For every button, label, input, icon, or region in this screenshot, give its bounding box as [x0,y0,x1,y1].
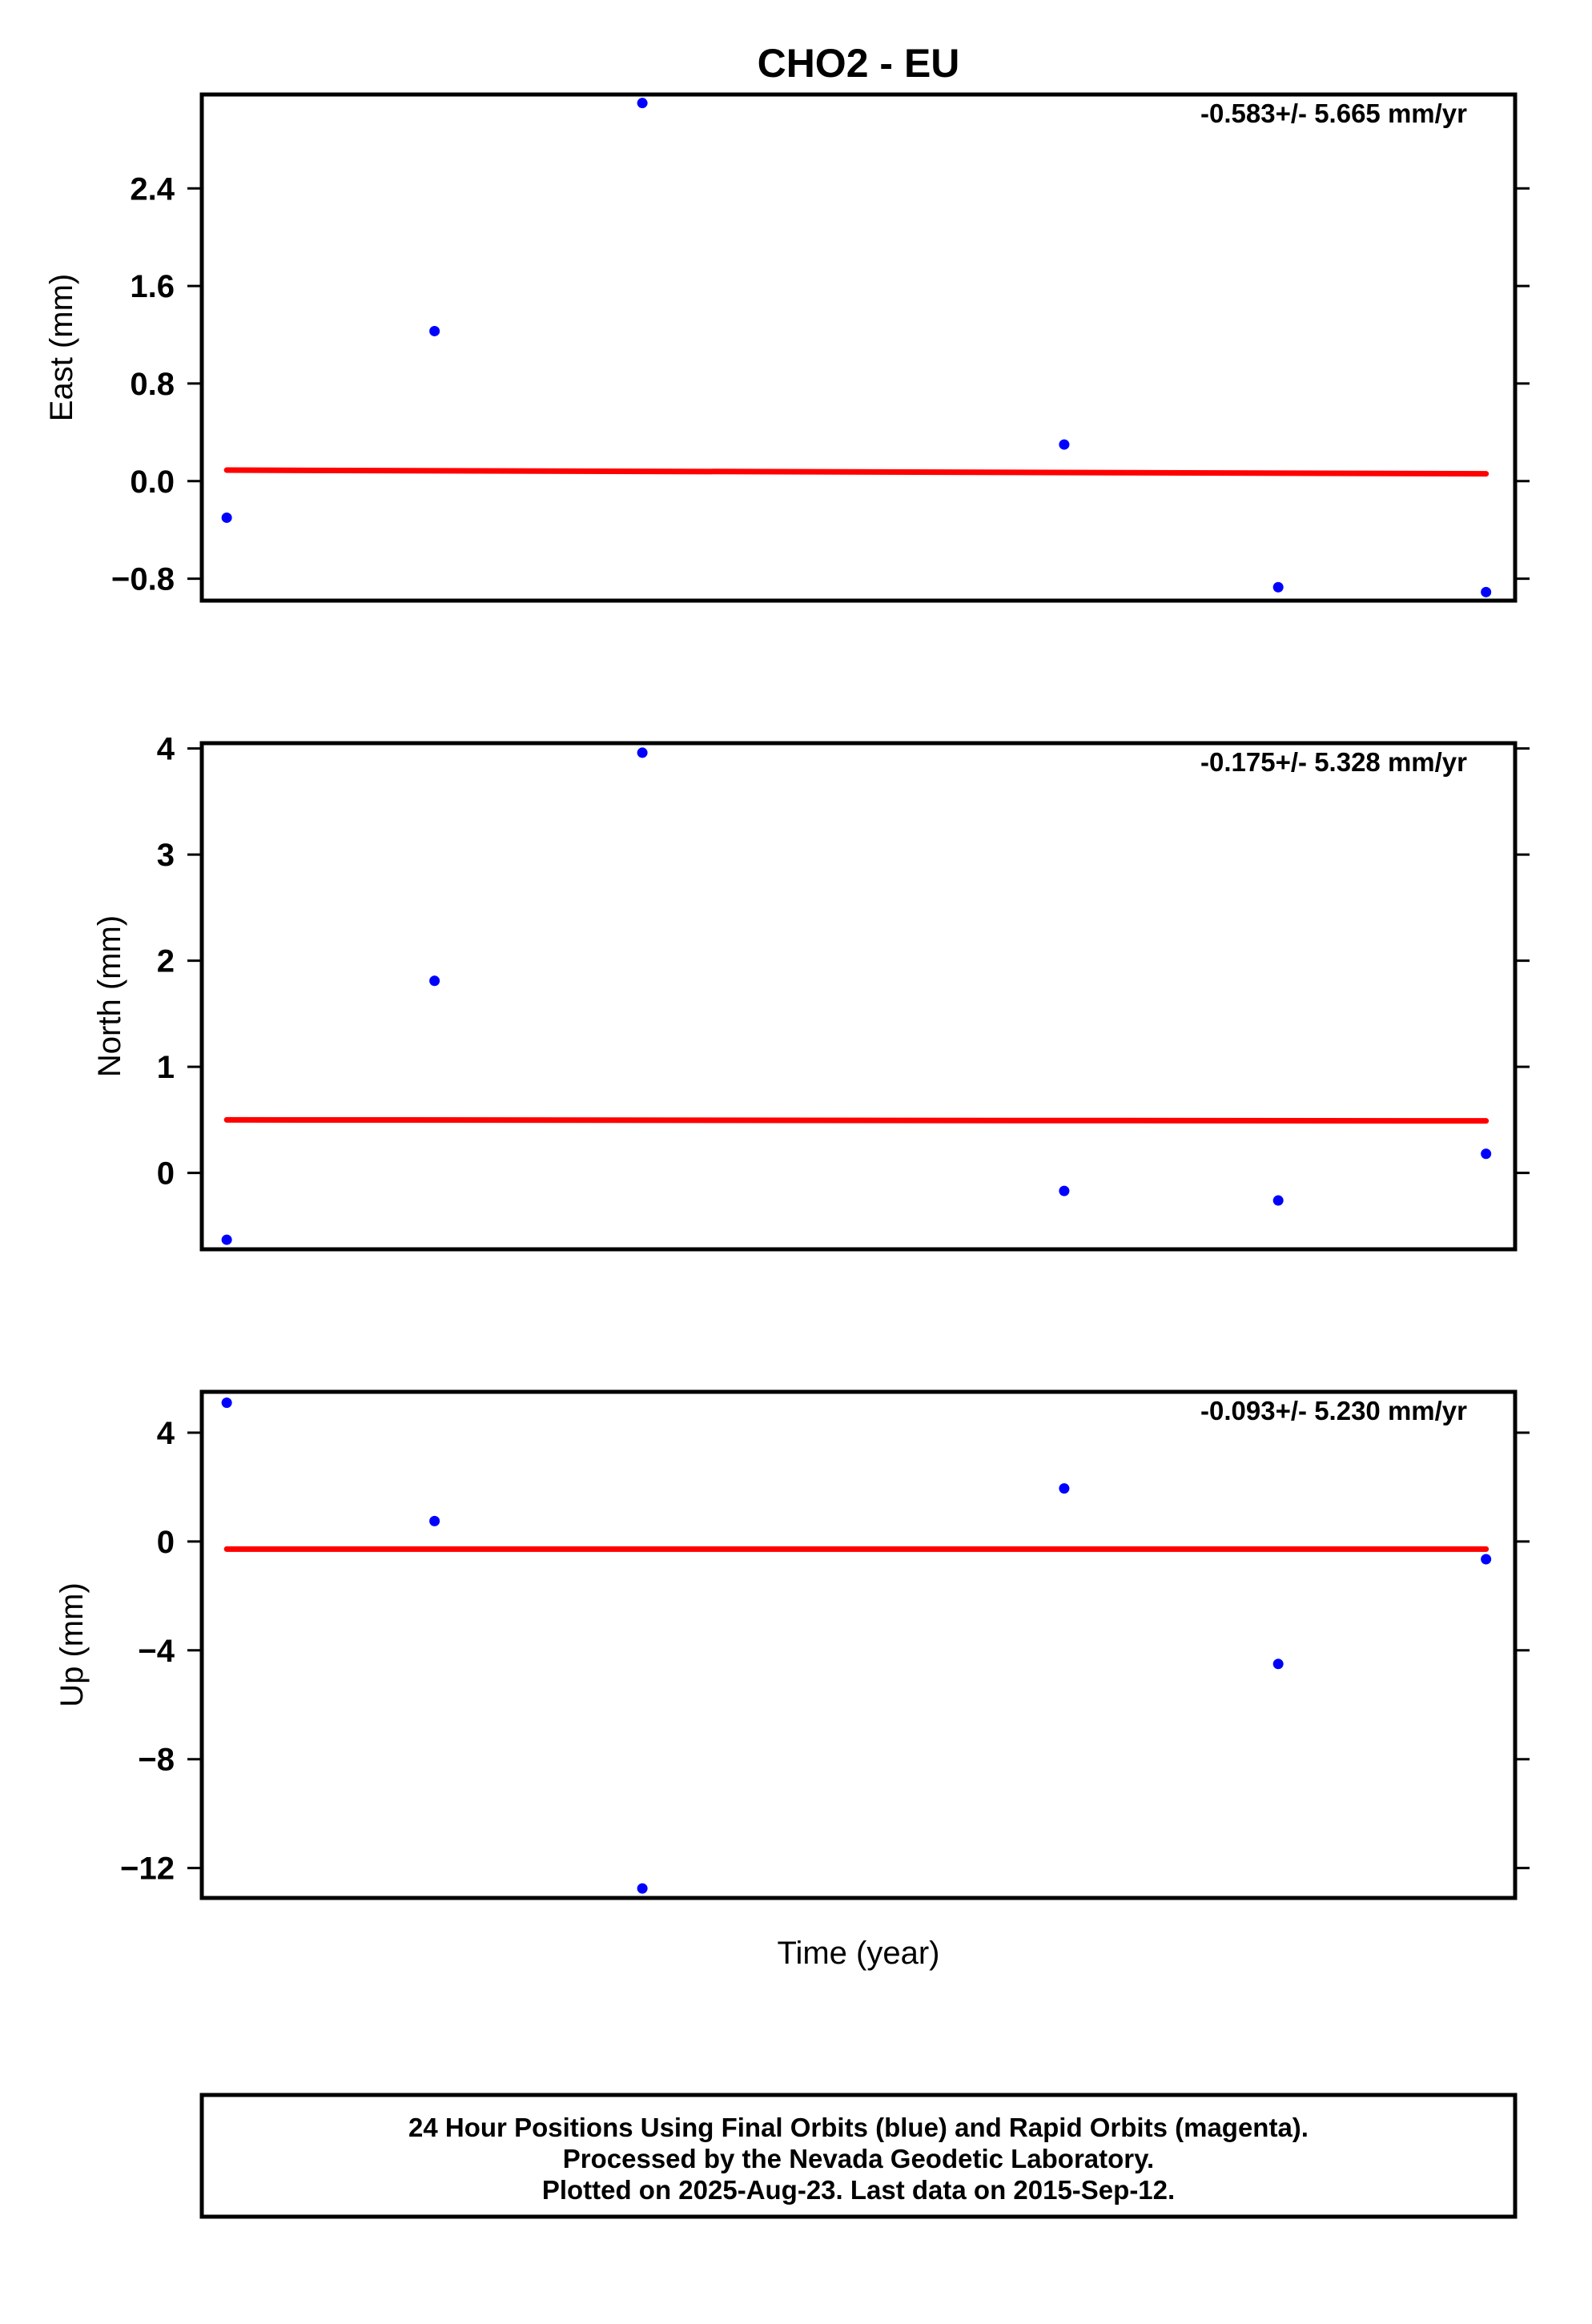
up-data-point-2 [429,1515,440,1526]
up-ytick-label-3: −4 [138,1634,175,1669]
footer-line-1: 24 Hour Positions Using Final Orbits (bl… [408,2113,1309,2142]
footer-line-2: Processed by the Nevada Geodetic Laborat… [563,2144,1154,2173]
north-data-point-2 [429,975,440,987]
north-data-point-3 [637,747,648,758]
up-rate-label: -0.093+/- 5.230 mm/yr [1200,1396,1467,1425]
panels-group: −0.8 0.0 0.8 1.6 2.4 East (mm) -0.583+/- 5.665… [44,92,1530,1900]
up-ytick-label-4: 0 [157,1525,175,1560]
footer-box: 24 Hour Positions Using Final Orbits (bl… [199,2093,1518,2219]
up-data-point-1 [221,1397,232,1409]
north-y-axis-label: North (mm) [92,915,127,1077]
north-ytick-label-2: 1 [157,1050,175,1085]
up-ytick-label-2: −8 [138,1743,175,1778]
up-data-point-4 [1059,1483,1070,1494]
east-data-point-4 [1059,439,1070,450]
east-rate-label: -0.583+/- 5.665 mm/yr [1200,99,1467,128]
north-panel-frame [199,741,1518,1252]
east-ytick-label-5: 2.4 [130,171,175,207]
footer-frame [199,2093,1518,2219]
up-data-point-3 [637,1883,648,1894]
east-y-axis-label: East (mm) [44,274,79,421]
north-ytick-label-1: 0 [157,1156,175,1192]
east-data-point-2 [429,325,440,336]
north-data-point-1 [221,1234,232,1245]
north-ytick-label-3: 2 [157,944,175,979]
north-data-point-6 [1481,1148,1492,1160]
north-ytick-label-5: 4 [157,732,175,767]
east-ytick-label-2: 0.0 [130,464,175,500]
up-ytick-label-5: 4 [157,1416,175,1451]
footer-line-3: Plotted on 2025-Aug-23. Last data on 201… [542,2175,1175,2205]
north-rate-label: -0.175+/- 5.328 mm/yr [1200,747,1467,777]
east-ytick-label-1: −0.8 [111,562,175,597]
east-data-point-5 [1272,581,1284,593]
up-ytick-label-1: −12 [120,1852,175,1887]
east-ytick-label-3: 0.8 [130,367,175,402]
east-trend-line [223,467,1489,477]
x-axis-label: Time (year) [778,1936,940,1971]
up-y-axis-label: Up (mm) [54,1582,90,1707]
north-ytick-label-4: 3 [157,838,175,873]
north-data-point-4 [1059,1185,1070,1196]
up-data-point-5 [1272,1659,1284,1670]
east-data-point-1 [221,512,232,523]
east-data-point-6 [1481,586,1492,597]
chart-title: CHO2 - EU [758,41,960,86]
east-ytick-label-4: 1.6 [130,269,175,304]
up-panel-frame [199,1389,1518,1900]
north-data-point-5 [1272,1195,1284,1206]
east-data-point-3 [637,98,648,109]
east-panel-frame [199,92,1518,603]
up-data-point-6 [1481,1554,1492,1565]
